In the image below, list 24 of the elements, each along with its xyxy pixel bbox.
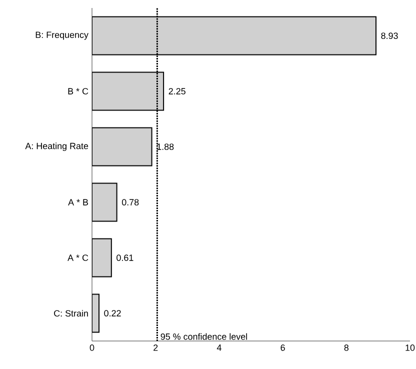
bar [92, 127, 152, 166]
y-tick-label: B * C [68, 88, 88, 94]
bar [92, 16, 376, 56]
bar [92, 238, 112, 278]
y-tick-label: A * C [68, 254, 88, 261]
data-label: 0.78 [122, 199, 139, 206]
data-label: 8.93 [381, 32, 398, 39]
y-tick-label: C: Strain [54, 310, 88, 317]
data-label: 2.25 [168, 88, 186, 94]
y-tick-label: B: Frequency [36, 32, 88, 40]
data-label: 0.61 [116, 254, 134, 261]
y-tick-label: A: Heating Rate [25, 142, 88, 151]
x-tick-label: 10 [406, 344, 415, 351]
x-tick-label: 2 [154, 344, 158, 351]
data-label: 1.88 [157, 144, 174, 150]
data-label: 0.22 [104, 310, 121, 316]
x-tick-label: 4 [216, 344, 222, 351]
x-tick-label: 0 [90, 344, 94, 351]
bar [92, 72, 164, 111]
x-tick-label: 8 [344, 344, 349, 351]
y-tick-label: A * B [68, 199, 88, 206]
ref-line-label: 95 % confidence level [160, 333, 247, 340]
bar [92, 182, 118, 222]
x-tick-label: 6 [280, 344, 285, 351]
